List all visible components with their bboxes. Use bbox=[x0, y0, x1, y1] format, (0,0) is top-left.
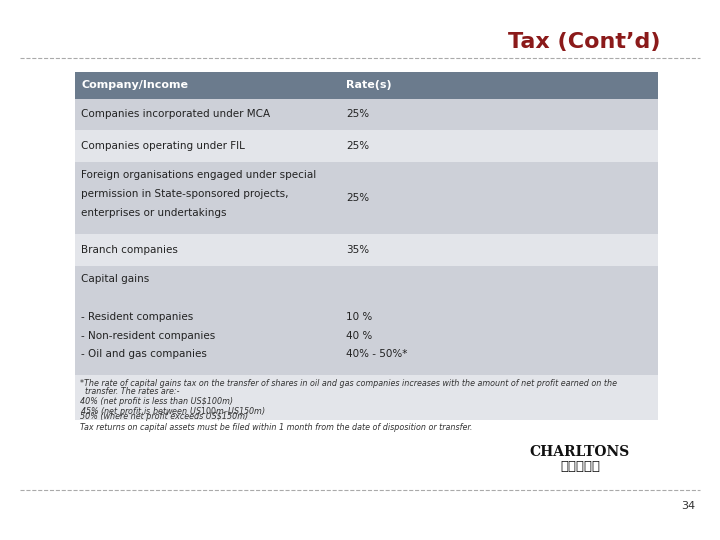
Bar bbox=[75, 130, 658, 161]
Text: Companies incorporated under MCA: Companies incorporated under MCA bbox=[81, 110, 270, 119]
Text: 易周律师行: 易周律师行 bbox=[560, 460, 600, 472]
Bar bbox=[75, 266, 658, 375]
Text: Rate(s): Rate(s) bbox=[346, 80, 392, 90]
Text: Companies operating under FIL: Companies operating under FIL bbox=[81, 141, 245, 151]
Text: permission in State-sponsored projects,: permission in State-sponsored projects, bbox=[81, 189, 289, 199]
Text: 40% (net profit is less than US$100m): 40% (net profit is less than US$100m) bbox=[80, 397, 233, 406]
Text: 40 %: 40 % bbox=[346, 330, 372, 341]
Text: Tax returns on capital assets must be filed within 1 month from the date of disp: Tax returns on capital assets must be fi… bbox=[80, 422, 472, 431]
Text: Branch companies: Branch companies bbox=[81, 245, 178, 255]
Bar bbox=[75, 234, 658, 266]
Text: Capital gains: Capital gains bbox=[81, 274, 149, 284]
Text: 34: 34 bbox=[681, 501, 695, 511]
Text: 50% (where net profit exceeds US$150m): 50% (where net profit exceeds US$150m) bbox=[80, 412, 248, 421]
Text: Foreign organisations engaged under special: Foreign organisations engaged under spec… bbox=[81, 170, 316, 180]
Text: - Non-resident companies: - Non-resident companies bbox=[81, 330, 215, 341]
Text: Tax (Cont’d): Tax (Cont’d) bbox=[508, 32, 660, 52]
Text: 35%: 35% bbox=[346, 245, 369, 255]
Text: 25%: 25% bbox=[346, 110, 369, 119]
Text: 25%: 25% bbox=[346, 141, 369, 151]
Text: 25%: 25% bbox=[346, 193, 369, 203]
Text: Company/Income: Company/Income bbox=[81, 80, 188, 90]
Text: 40% - 50%*: 40% - 50%* bbox=[346, 349, 408, 359]
Bar bbox=[75, 161, 658, 234]
Text: - Resident companies: - Resident companies bbox=[81, 312, 193, 322]
Text: 45% (net profit is between US$100m – US$150m): 45% (net profit is between US$100m – US$… bbox=[80, 404, 266, 417]
Bar bbox=[75, 99, 658, 130]
Text: transfer. The rates are:-: transfer. The rates are:- bbox=[80, 387, 179, 395]
Text: enterprises or undertakings: enterprises or undertakings bbox=[81, 208, 227, 218]
Text: - Oil and gas companies: - Oil and gas companies bbox=[81, 349, 207, 359]
Text: *The rate of capital gains tax on the transfer of shares in oil and gas companie: *The rate of capital gains tax on the tr… bbox=[80, 379, 617, 388]
Text: 10 %: 10 % bbox=[346, 312, 372, 322]
Text: CHARLTONS: CHARLTONS bbox=[530, 445, 630, 459]
Bar bbox=[75, 375, 658, 420]
Bar bbox=[75, 72, 658, 99]
